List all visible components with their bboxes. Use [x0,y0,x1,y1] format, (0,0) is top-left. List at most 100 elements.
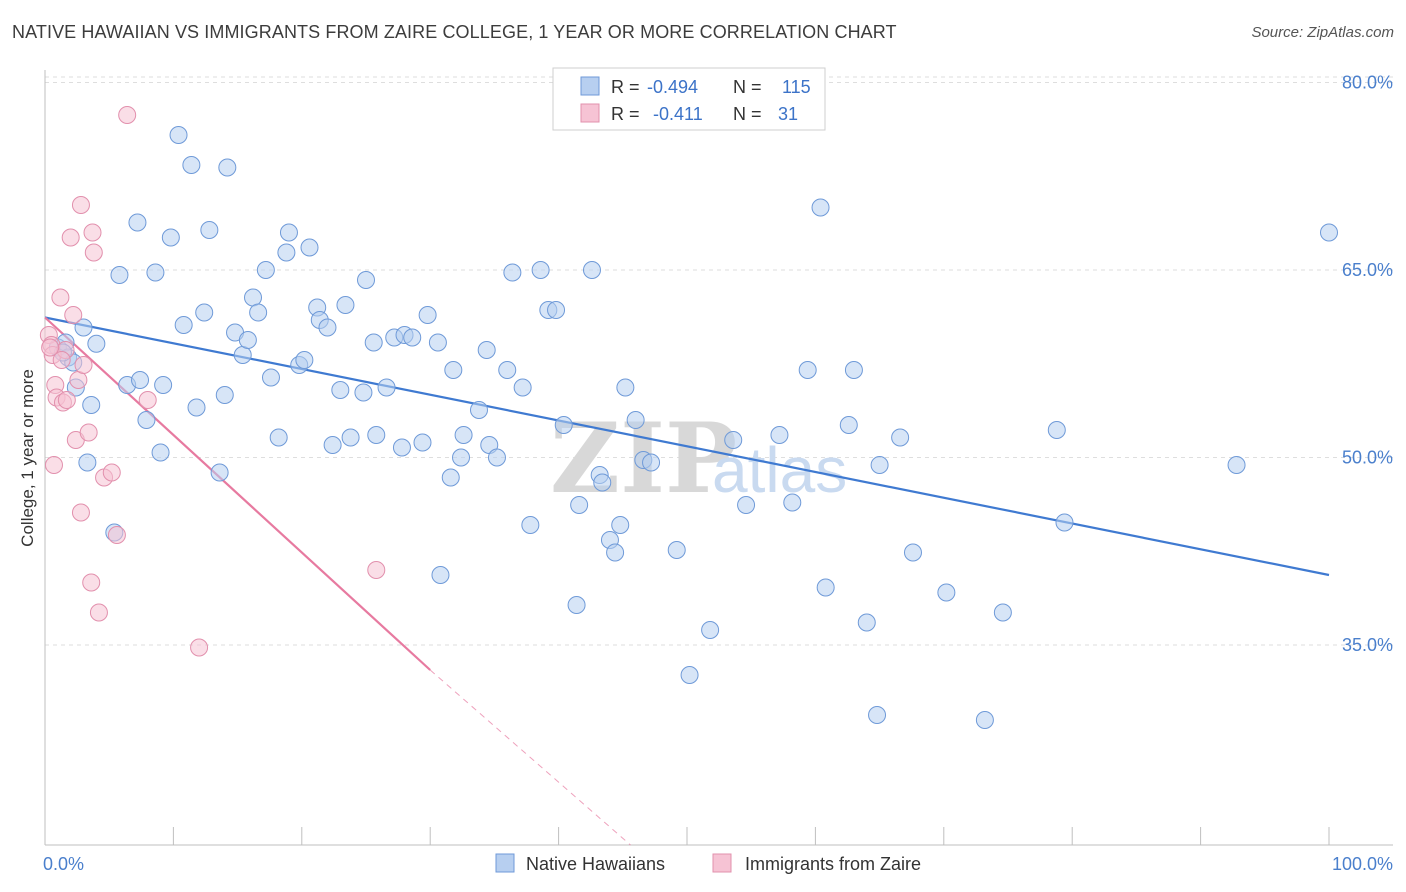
point-native-hawaiians [392,438,411,457]
legend-swatch-pink [580,103,600,123]
point-native-hawaiians [218,158,237,177]
point-native-hawaiians [131,371,150,389]
point-native-hawaiians [154,376,173,394]
stats-n-value-pink: 31 [778,104,798,124]
watermark: ZIP atlas [550,402,847,515]
point-native-hawaiians [367,426,386,444]
point-immigrants-from-zaire [138,391,157,409]
point-native-hawaiians [857,613,876,632]
point-native-hawaiians [570,496,589,514]
point-native-hawaiians [431,566,450,584]
y-tick-label: 50.0% [1342,448,1393,468]
point-native-hawaiians [444,361,463,379]
point-native-hawaiians [323,436,342,454]
point-immigrants-from-zaire [118,106,137,124]
point-immigrants-from-zaire [57,391,76,409]
point-immigrants-from-zaire [69,371,88,389]
point-immigrants-from-zaire [52,351,71,369]
point-native-hawaiians [74,318,93,337]
point-native-hawaiians [137,411,156,429]
point-native-hawaiians [487,448,506,467]
point-native-hawaiians [279,223,298,242]
point-immigrants-from-zaire [51,288,70,307]
legend-swatch-blue [580,76,600,96]
point-native-hawaiians [701,621,720,639]
point-immigrants-from-zaire [41,338,60,357]
point-native-hawaiians [783,493,802,512]
point-native-hawaiians [428,333,447,352]
point-native-hawaiians [403,328,422,347]
stats-r-label-pink: R = [611,104,640,124]
point-native-hawaiians [161,228,180,247]
point-native-hawaiians [521,516,540,534]
y-tick-label: 80.0% [1342,73,1393,93]
point-native-hawaiians [318,318,337,337]
point-native-hawaiians [331,381,350,399]
point-native-hawaiians [82,396,101,414]
point-native-hawaiians [737,496,756,514]
point-immigrants-from-zaire [367,561,386,579]
point-native-hawaiians [547,301,566,319]
point-native-hawaiians [616,378,635,397]
point-native-hawaiians [1227,456,1246,474]
point-immigrants-from-zaire [71,196,90,214]
point-native-hawaiians [839,416,858,434]
point-native-hawaiians [937,583,956,602]
series-legend-label-blue: Native Hawaiians [526,854,665,874]
point-native-hawaiians [174,316,193,334]
point-native-hawaiians [200,221,219,239]
point-native-hawaiians [770,426,789,444]
point-native-hawaiians [903,543,922,562]
point-native-hawaiians [680,666,699,684]
point-native-hawaiians [642,453,661,472]
point-native-hawaiians [868,706,887,724]
scatter-points [39,106,1338,729]
stats-r-value-blue: -0.494 [647,77,698,97]
point-immigrants-from-zaire [82,573,101,592]
source-label: Source: ZipAtlas.com [1251,24,1394,41]
point-immigrants-from-zaire [71,503,90,522]
point-native-hawaiians [354,383,373,402]
point-native-hawaiians [626,411,645,429]
point-native-hawaiians [844,361,863,379]
point-native-hawaiians [256,261,275,279]
axes [44,70,1393,846]
x-tick-label-max: 100.0% [1332,854,1393,874]
chart-title: NATIVE HAWAIIAN VS IMMIGRANTS FROM ZAIRE… [12,22,897,42]
stats-n-label-blue: N = [733,77,762,97]
trend-line-immigrants-from-zaire [44,316,431,671]
point-native-hawaiians [667,541,686,559]
point-native-hawaiians [182,156,201,174]
series-legend-swatch-pink [712,853,732,873]
series-legend-swatch-blue [495,853,515,873]
point-native-hawaiians [593,473,612,492]
point-native-hawaiians [169,126,188,144]
point-native-hawaiians [993,603,1012,622]
point-native-hawaiians [244,288,263,307]
point-native-hawaiians [811,198,830,217]
point-native-hawaiians [1320,223,1338,242]
point-native-hawaiians [357,271,375,289]
point-immigrants-from-zaire [44,456,63,474]
point-native-hawaiians [503,263,522,282]
trend-line-native-hawaiians [44,316,1330,577]
y-tick-label: 65.0% [1342,260,1393,280]
point-native-hawaiians [295,351,314,369]
point-native-hawaiians [128,213,147,232]
point-native-hawaiians [452,448,471,467]
series-legend-label-pink: Immigrants from Zaire [745,854,921,874]
point-native-hawaiians [151,443,170,462]
point-native-hawaiians [300,238,319,257]
y-tick-labels: 35.0% 50.0% 65.0% 80.0% [1342,73,1393,656]
point-native-hawaiians [110,266,129,284]
point-immigrants-from-zaire [74,356,93,374]
point-native-hawaiians [513,378,532,397]
point-native-hawaiians [724,431,743,449]
point-native-hawaiians [233,346,252,364]
point-native-hawaiians [891,428,910,447]
point-native-hawaiians [554,416,573,434]
point-immigrants-from-zaire [84,243,103,262]
point-native-hawaiians [441,468,460,487]
stats-legend: R = -0.494 N = 115 R = -0.411 N = 31 [552,67,826,131]
trend-line-immigrants-from-zaire-extension [429,669,631,846]
